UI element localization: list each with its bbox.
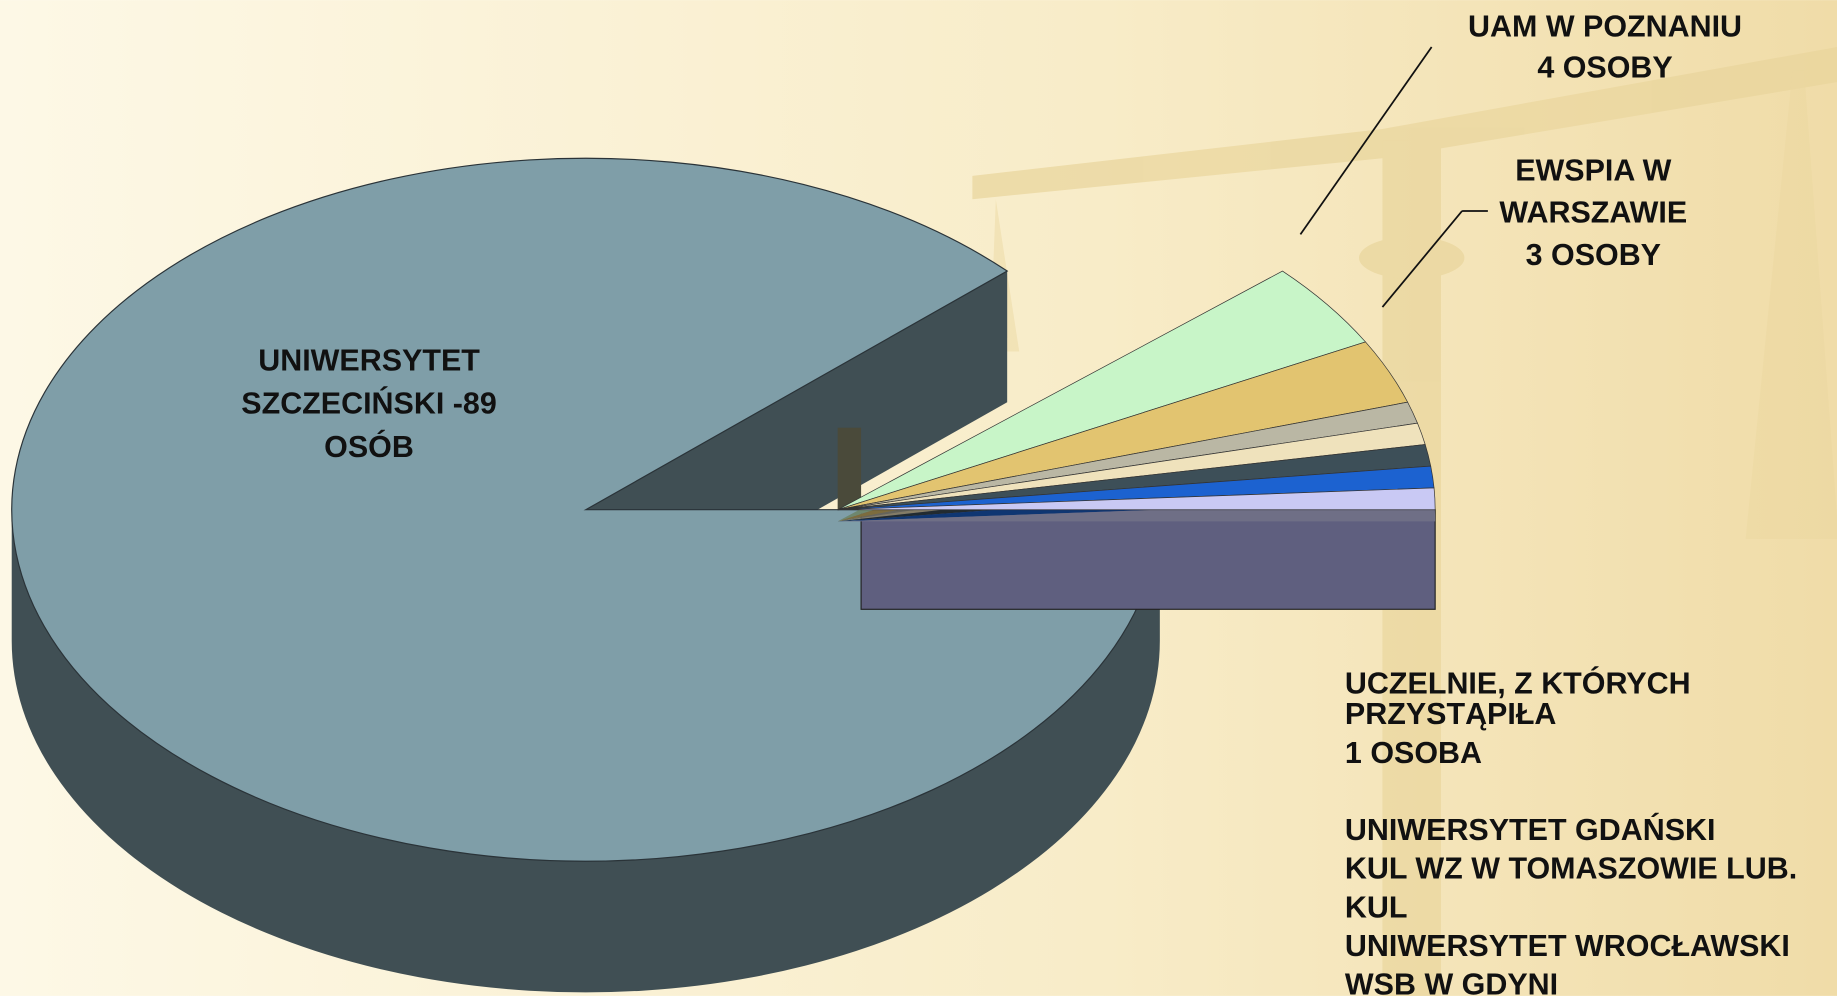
group-label: UCZELNIE, Z KTÓRYCH xyxy=(1345,665,1691,701)
labels: UNIWERSYTET SZCZECIŃSKI -89 OSÓB UAM W POZN… xyxy=(241,9,1797,1001)
data-label: 3 OSOBY xyxy=(1526,238,1661,272)
data-label: SZCZECIŃSKI -89 xyxy=(241,386,497,421)
leader-line xyxy=(1299,46,1433,235)
group-side xyxy=(860,509,1436,610)
slice-name: UNIWERSYTET GDAŃSKI xyxy=(1345,812,1716,847)
leader-line xyxy=(1381,210,1463,308)
data-label: 4 OSOBY xyxy=(1537,50,1672,84)
slice xyxy=(11,157,1161,862)
data-label: UNIWERSYTET xyxy=(258,343,480,377)
scales-decoration xyxy=(972,46,1837,996)
slice-side xyxy=(11,509,1160,993)
slice-name: UNIWERSYTET WROCŁAWSKI xyxy=(1345,929,1790,963)
data-label: EWSPIA W xyxy=(1515,154,1671,188)
group-edge xyxy=(837,427,862,510)
pie xyxy=(11,157,1436,993)
data-label: WARSZAWIE xyxy=(1499,196,1687,230)
slice-name: WSB W GDYNI xyxy=(1345,968,1558,996)
slice-name: KUL xyxy=(1345,890,1408,924)
data-label: OSÓB xyxy=(324,428,414,464)
slice xyxy=(837,487,1436,511)
slice-name: KUL WZ W TOMASZOWIE LUB. xyxy=(1345,852,1797,886)
group-label: PRZYSTĄPIŁA xyxy=(1345,697,1556,731)
group-label: 1 OSOBA xyxy=(1345,736,1482,770)
data-label: UAM W POZNANIU xyxy=(1468,9,1742,43)
